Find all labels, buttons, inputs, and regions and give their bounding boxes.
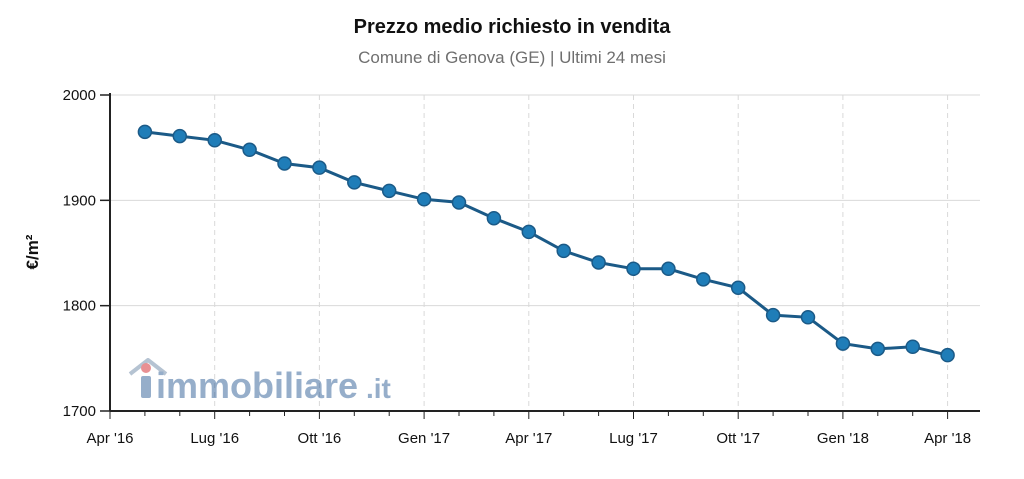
house-roof-icon — [128, 358, 168, 376]
data-point — [696, 272, 711, 287]
data-point — [137, 124, 153, 140]
axes — [109, 93, 980, 412]
y-axis-label: €/m² — [23, 234, 42, 269]
data-point — [312, 160, 327, 175]
x-tick-label: Ott '17 — [716, 430, 760, 447]
data-point — [416, 192, 432, 207]
x-tick-label: Apr '17 — [505, 430, 552, 447]
immobiliare-logo-watermark: immobiliare .it — [128, 358, 391, 402]
data-point — [800, 310, 816, 325]
data-point — [940, 347, 955, 363]
data-point — [905, 339, 920, 354]
data-point — [556, 243, 571, 259]
x-tick-label: Ott '16 — [298, 430, 342, 447]
data-point — [521, 224, 537, 240]
x-tick-label: Gen '18 — [817, 430, 869, 447]
data-point — [381, 183, 397, 199]
series-line — [144, 130, 948, 357]
x-tick-label: Apr '16 — [86, 430, 133, 447]
data-point — [835, 336, 851, 351]
data-point — [765, 307, 781, 323]
logo-suffix: .it — [366, 373, 391, 402]
x-tick-label: Lug '16 — [190, 430, 239, 447]
grid-lines — [110, 94, 980, 411]
data-point — [451, 195, 467, 210]
x-axis-ticks: Apr '16 Lug '16 Ott '16 Gen '17 Apr '17 Lug '… — [86, 411, 971, 447]
chart-title: Prezzo medio richiesto in vendita — [353, 16, 671, 38]
data-point — [730, 280, 746, 296]
y-tick-label: 1700 — [63, 403, 96, 420]
x-tick-label: Apr '18 — [924, 430, 971, 447]
chart-subtitle: Comune di Genova (GE) | Ultimi 24 mesi — [358, 48, 666, 67]
y-axis-ticks: 1700 1800 1900 2000 — [63, 87, 110, 420]
y-tick-label: 1900 — [63, 192, 96, 209]
y-tick-label: 1800 — [63, 298, 96, 315]
data-point — [486, 210, 502, 226]
data-point — [347, 175, 362, 190]
x-tick-label: Gen '17 — [398, 430, 450, 447]
data-point — [207, 133, 222, 148]
data-point — [591, 255, 606, 270]
logo-i-stem — [141, 376, 151, 398]
data-point — [172, 128, 188, 144]
logo-text: immobiliare — [156, 365, 358, 402]
series-points — [137, 124, 955, 363]
data-point — [242, 142, 257, 158]
y-tick-label: 2000 — [63, 87, 96, 104]
logo-red-dot — [141, 363, 151, 373]
data-point — [626, 261, 641, 277]
data-point — [661, 261, 676, 277]
x-tick-label: Lug '17 — [609, 430, 658, 447]
data-point — [870, 341, 886, 357]
data-point — [277, 156, 292, 171]
